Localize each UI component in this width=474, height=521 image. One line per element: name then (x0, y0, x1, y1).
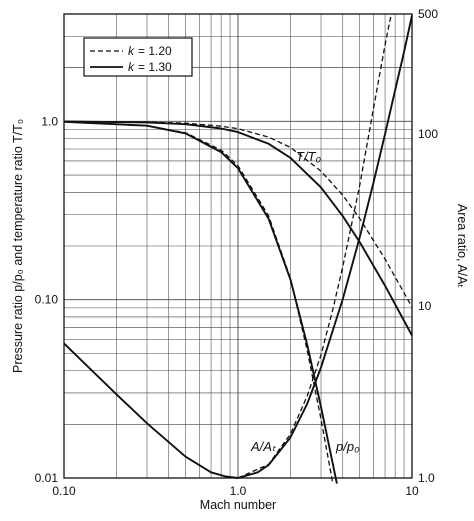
curves (63, 13, 413, 484)
left-y-tick-label: 0.10 (35, 293, 59, 307)
pressure-curve-label: p/p₀ (335, 439, 360, 454)
right-y-axis-title: Area ratio, A/Aₜ (455, 204, 469, 289)
right-y-tick-label: 1.0 (418, 471, 435, 485)
x-tick-label: 1.0 (230, 484, 247, 498)
series-aat-k13-line (63, 15, 413, 479)
legend: k = 1.20 k = 1.30 (83, 37, 193, 77)
right-y-tick-label: 100 (418, 127, 438, 141)
series-pp0-k13-line (63, 120, 338, 484)
right-y-tick-label: 10 (418, 299, 432, 313)
x-axis-title: Mach number (200, 498, 276, 512)
left-y-tick-label: 1.0 (41, 114, 58, 128)
series-tt0-k13-line (63, 120, 413, 336)
grid (64, 14, 412, 478)
x-tick-label: 10 (405, 484, 419, 498)
legend-k-value: = 1.20 (138, 44, 172, 58)
legend-k-symbol: k (128, 60, 135, 74)
left-y-tick-label: 0.01 (35, 471, 59, 485)
left-y-axis-title: Pressure ratio p/p₀ and temperature rati… (11, 119, 25, 373)
legend-k-symbol: k (128, 44, 135, 58)
legend-k-value: = 1.30 (138, 60, 172, 74)
series-aat-k12-line (237, 13, 392, 479)
right-y-tick-label: 500 (418, 7, 438, 21)
temperature-curve-label: T/T₀ (296, 149, 321, 164)
legend-box (83, 37, 193, 77)
plot-frame (63, 13, 413, 479)
x-tick-label: 0.10 (52, 484, 76, 498)
area-curve-label: A/Aₜ (250, 439, 277, 454)
